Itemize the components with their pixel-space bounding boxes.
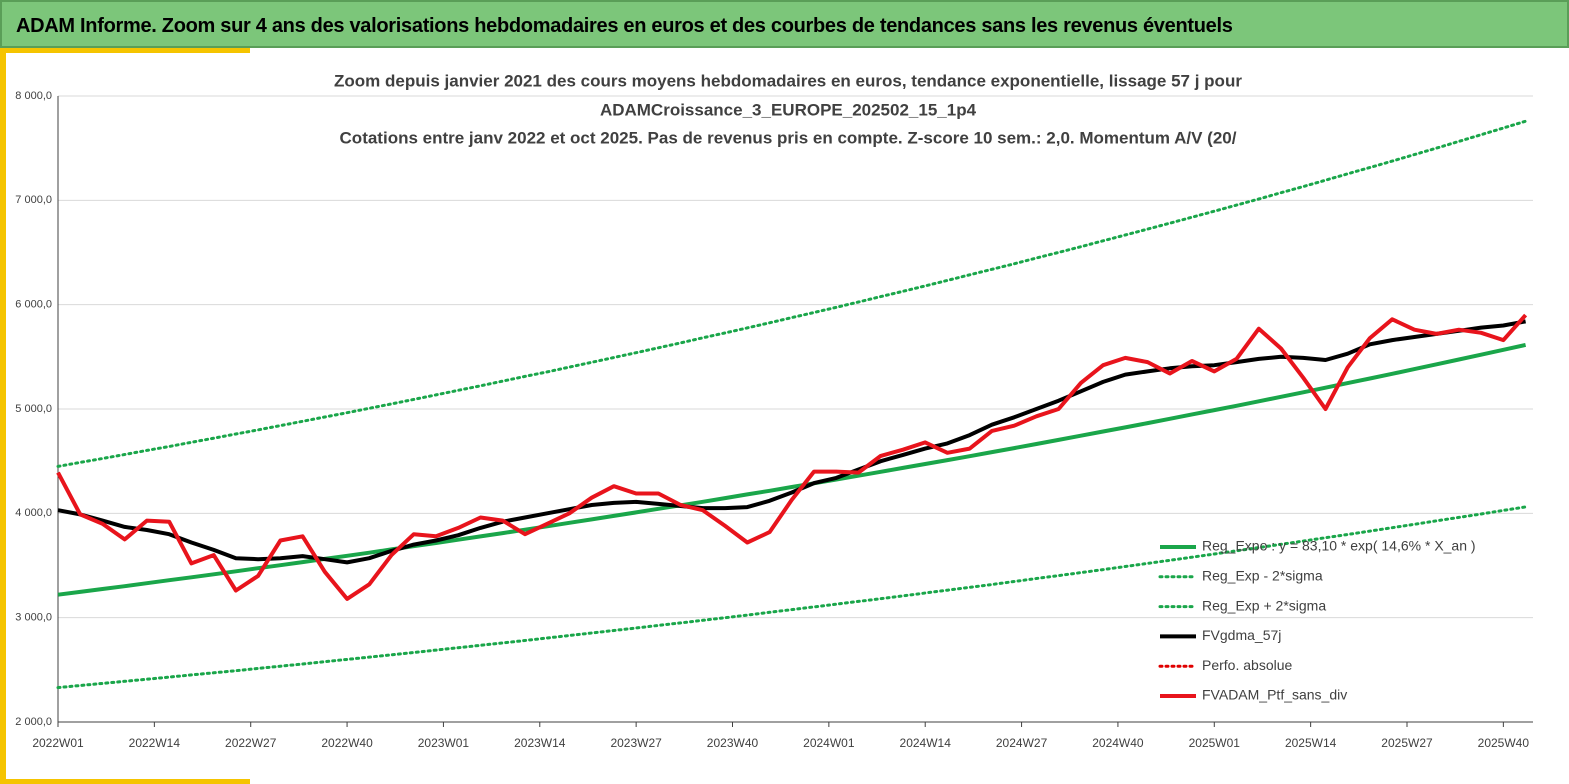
y-tick-label: 5 000,0 [15,403,52,415]
y-tick-label: 7 000,0 [15,194,52,206]
x-tick-label: 2023W40 [707,736,759,750]
y-tick-label: 3 000,0 [15,612,52,624]
legend-label: FVADAM_Ptf_sans_div [1202,687,1347,703]
x-tick-label: 2022W40 [321,736,373,750]
y-tick-label: 8 000,0 [15,90,52,102]
legend-label: FVgdma_57j [1202,627,1281,643]
x-tick-label: 2024W27 [996,736,1048,750]
header-bar: ADAM Informe. Zoom sur 4 ans des valoris… [0,0,1569,48]
x-tick-label: 2024W14 [900,736,952,750]
series-line [57,319,1526,565]
x-tick-label: 2024W40 [1092,736,1144,750]
frame-edge [0,48,250,53]
x-tick-label: 2025W01 [1189,736,1241,750]
legend-label: Reg_Exp + 2*sigma [1202,597,1326,613]
y-tick-label: 6 000,0 [15,299,52,311]
header-title: ADAM Informe. Zoom sur 4 ans des valoris… [16,15,1233,37]
series-line [56,313,1528,601]
legend-label: Reg_Exp - 2*sigma [1202,568,1323,584]
x-tick-label: 2022W01 [32,736,84,750]
x-tick-label: 2023W01 [418,736,470,750]
y-tick-label: 4 000,0 [15,507,52,519]
x-tick-label: 2025W27 [1381,736,1433,750]
chart-title: Zoom depuis janvier 2021 des cours moyen… [334,71,1242,90]
chart-title: ADAMCroissance_3_EUROPE_202502_15_1p4 [600,100,977,119]
x-tick-label: 2023W27 [610,736,662,750]
chart-title: Cotations entre janv 2022 et oct 2025. P… [340,128,1237,147]
series-line [56,505,1528,690]
series-line [57,342,1527,597]
y-tick-label: 2 000,0 [15,716,52,728]
x-tick-label: 2025W14 [1285,736,1337,750]
series-line [56,119,1528,468]
legend-label: Reg_Expo : y = 83,10 * exp( 14,6% * X_an… [1202,538,1476,554]
frame-edge [0,48,6,784]
frame-edge [0,779,250,784]
x-tick-label: 2024W01 [803,736,855,750]
legend-label: Perfo. absolue [1202,657,1292,673]
x-tick-label: 2025W40 [1478,736,1530,750]
x-tick-label: 2022W27 [225,736,277,750]
x-tick-label: 2022W14 [129,736,181,750]
x-tick-label: 2023W14 [514,736,566,750]
